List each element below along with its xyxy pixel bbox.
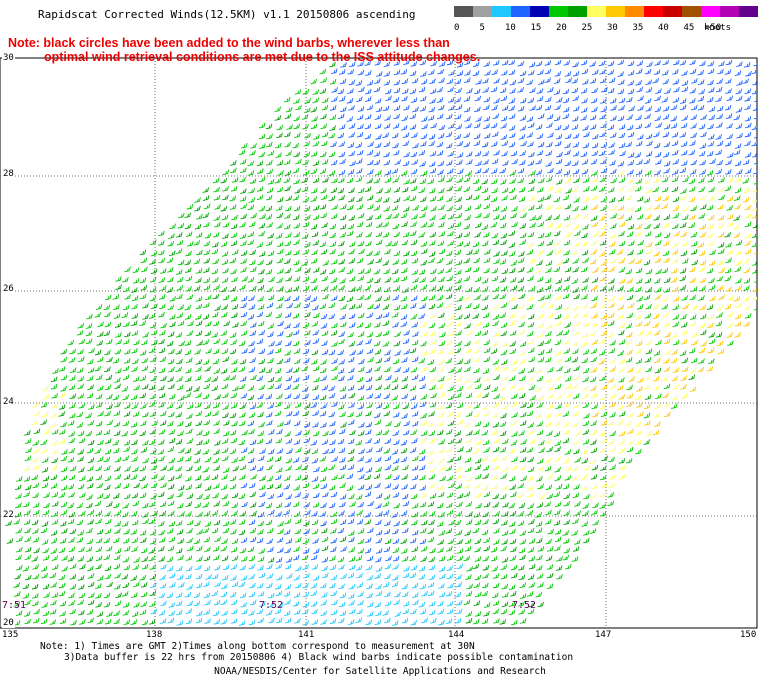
legend-swatch (549, 6, 568, 17)
legend-label: 25 (581, 23, 593, 33)
time-label-right: 7:52 (512, 600, 537, 611)
wind-speed-legend: 0 5 10 15 20 25 30 35 40 45 >50 (454, 6, 758, 35)
lat-label-22: 22 (2, 510, 15, 520)
lon-label-135: 135 (2, 630, 19, 640)
legend-swatch (568, 6, 587, 17)
legend-label: 10 (505, 23, 516, 33)
map-title: Rapidscat Corrected Winds(12.5KM) v1.1 2… (38, 8, 416, 21)
lon-label-141: 141 (298, 630, 315, 640)
time-label-center: 7:52 (259, 600, 284, 611)
legend-label: 15 (530, 23, 542, 33)
legend-swatch (682, 6, 701, 17)
legend-label: 5 (479, 23, 485, 33)
legend-swatch (720, 6, 739, 17)
legend-labels: 0 5 10 15 20 25 30 35 40 45 >50 (454, 23, 758, 35)
wind-barb-field (5, 60, 757, 626)
time-label-left: 7:51 (2, 600, 27, 611)
legend-unit: knots (704, 23, 732, 33)
warning-note: Note: black circles have been added to t… (8, 36, 568, 64)
warning-note-line1: Note: black circles have been added to t… (8, 36, 450, 50)
legend-swatch (701, 6, 720, 17)
legend-label: 45 (683, 23, 695, 33)
legend-label: 35 (632, 23, 644, 33)
legend-swatch (454, 6, 473, 17)
legend-swatch (739, 6, 758, 17)
lon-label-144: 144 (448, 630, 465, 640)
lon-label-147: 147 (595, 630, 612, 640)
map-frame (0, 57, 758, 629)
legend-label: 0 (454, 23, 460, 33)
bottom-note-line1: Note: 1) Times are GMT 2)Times along bot… (40, 641, 475, 652)
credit-line: NOAA/NESDIS/Center for Satellite Applica… (214, 666, 546, 677)
lat-label-24: 24 (2, 397, 15, 407)
legend-swatch (530, 6, 549, 17)
bottom-note-line2: 3)Data buffer is 22 hrs from 20150806 4)… (64, 652, 574, 663)
legend-swatch (663, 6, 682, 17)
legend-label: 30 (607, 23, 618, 33)
legend-color-bar (454, 6, 758, 17)
legend-swatch (644, 6, 663, 17)
bottom-notes: Note: 1) Times are GMT 2)Times along bot… (40, 641, 573, 663)
lat-label-26: 26 (2, 284, 15, 294)
lon-label-150: 150 (740, 630, 757, 640)
legend-label: 20 (556, 23, 567, 33)
legend-swatch (473, 6, 492, 17)
legend-label: 40 (658, 23, 669, 33)
warning-note-line2: optimal wind retrieval conditions are me… (44, 50, 481, 64)
legend-swatch (511, 6, 530, 17)
lat-label-20: 20 (2, 618, 15, 628)
legend-swatch (625, 6, 644, 17)
legend-swatch (606, 6, 625, 17)
lat-label-30: 30 (2, 53, 15, 63)
lat-label-28: 28 (2, 169, 15, 179)
legend-swatch (587, 6, 606, 17)
legend-swatch (492, 6, 511, 17)
lon-label-138: 138 (146, 630, 163, 640)
legend-label: >50 (705, 23, 722, 33)
